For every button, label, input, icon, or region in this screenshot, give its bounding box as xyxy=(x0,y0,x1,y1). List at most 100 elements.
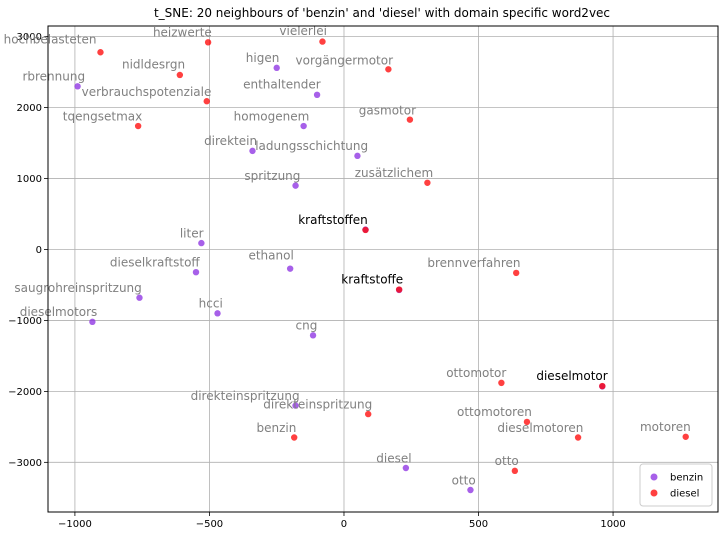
point-label: motoren xyxy=(640,420,691,434)
point-label: direkteinspritzung xyxy=(263,397,372,411)
benzin-point xyxy=(292,182,299,189)
y-tick-label: 1000 xyxy=(17,174,42,185)
x-tick-label: 0 xyxy=(341,519,347,530)
point-label: heizwerte xyxy=(153,26,212,40)
point-label: hochbelasteten xyxy=(4,33,97,47)
x-tick-label: 500 xyxy=(469,519,488,530)
point-label: ethanol xyxy=(248,248,293,262)
diesel-point xyxy=(203,98,210,105)
point-label: direktein xyxy=(204,134,257,148)
axis-ticks: −1000 −500 0 500 1000 −3000 −2000 −1000 0 1000 200… xyxy=(8,32,626,530)
point-label: otto xyxy=(495,454,519,468)
x-tick-label: −500 xyxy=(196,519,223,530)
point-label: kraftstoffen xyxy=(298,213,368,227)
diesel-point xyxy=(424,179,431,186)
diesel-point xyxy=(204,39,212,46)
legend-marker-diesel xyxy=(650,489,658,497)
benzin-point xyxy=(292,402,299,409)
point-annotations: hochbelasteten heizwerte vielerlei higen vor… xyxy=(4,24,691,487)
diesel-point xyxy=(574,434,582,441)
point-label: dieselmotor xyxy=(536,369,607,383)
diesel-point xyxy=(365,410,372,418)
benzin-point xyxy=(313,91,321,99)
point-label: hcci xyxy=(199,297,223,311)
point-label: brennverfahren xyxy=(427,256,520,270)
benzin-point xyxy=(192,268,200,276)
benzin-point xyxy=(402,464,410,472)
point-label: zusätzlichem xyxy=(355,166,433,180)
benzin-point xyxy=(354,152,361,160)
point-label: verbrauchspotenziale xyxy=(82,85,212,99)
diesel-point xyxy=(498,379,505,387)
grid-lines xyxy=(48,26,718,512)
benzin-point xyxy=(198,239,205,247)
benzin-point xyxy=(467,486,474,494)
diesel-point xyxy=(512,269,520,277)
point-label: benzin xyxy=(257,421,297,435)
legend: benzin diesel xyxy=(639,463,713,507)
point-label: ottomotor xyxy=(446,366,506,380)
diesel-point xyxy=(176,71,184,79)
diesel-point xyxy=(97,49,104,56)
benzin-point xyxy=(249,147,256,155)
point-label: spritzung xyxy=(244,169,300,183)
diesel-point xyxy=(319,38,326,45)
point-label: cng xyxy=(296,319,318,333)
point-label: saugrohreinspritzung xyxy=(14,281,141,295)
point-label: dieselkraftstoff xyxy=(110,256,201,270)
point-label: tqengsetmax xyxy=(63,109,142,123)
diesel-point xyxy=(511,467,519,475)
point-label: enthaltender xyxy=(243,77,321,91)
diesel-point xyxy=(362,226,369,234)
point-label: dieselmotors xyxy=(20,305,98,319)
diesel-point xyxy=(599,382,606,390)
point-label: dieselmotoren xyxy=(497,421,583,435)
y-tick-label: −3000 xyxy=(8,458,42,469)
point-label: nidldesrgn xyxy=(122,58,185,72)
y-tick-label: 3000 xyxy=(17,32,42,43)
point-label: higen xyxy=(246,51,280,65)
point-label: gasmotor xyxy=(359,104,416,118)
x-tick-label: 1000 xyxy=(600,519,625,530)
point-label: liter xyxy=(180,226,204,240)
diesel-point xyxy=(291,434,298,441)
legend-box xyxy=(639,463,713,507)
point-label: kraftstoffe xyxy=(341,273,403,287)
y-tick-label: −1000 xyxy=(8,316,42,327)
y-tick-label: −2000 xyxy=(8,387,42,398)
y-tick-label: 2000 xyxy=(17,103,42,114)
benzin-point xyxy=(74,83,81,90)
data-points xyxy=(74,38,689,494)
benzin-point xyxy=(89,318,96,326)
legend-label-diesel: diesel xyxy=(670,489,699,500)
benzin-point xyxy=(273,64,280,72)
point-label: diesel xyxy=(376,451,411,465)
benzin-point xyxy=(214,310,221,317)
legend-marker-benzin xyxy=(650,473,658,481)
benzin-point xyxy=(309,332,317,339)
point-label: ottomotoren xyxy=(457,405,532,419)
benzin-point xyxy=(300,122,307,130)
diesel-point xyxy=(682,433,689,440)
diesel-point xyxy=(385,66,392,73)
benzin-point xyxy=(136,294,143,301)
point-label: homogenem xyxy=(234,109,310,123)
diesel-point xyxy=(406,116,414,123)
point-label: otto xyxy=(452,473,476,487)
point-label: vielerlei xyxy=(279,24,327,38)
point-label: ladungsschichtung xyxy=(255,139,368,153)
point-label: vorgängermotor xyxy=(296,53,394,67)
plot-frame xyxy=(47,25,719,513)
benzin-point xyxy=(286,265,294,272)
x-tick-label: −1000 xyxy=(58,519,92,530)
y-tick-label: 0 xyxy=(36,245,42,256)
point-label: direkteinspritzung xyxy=(191,389,300,403)
diesel-point xyxy=(395,286,403,293)
chart-title: t_SNE: 20 neighbours of 'benzin' and 'di… xyxy=(154,6,610,20)
diesel-point xyxy=(134,122,142,130)
point-label: rbrennung xyxy=(22,70,85,84)
legend-label-benzin: benzin xyxy=(670,473,703,484)
diesel-point xyxy=(523,418,531,426)
